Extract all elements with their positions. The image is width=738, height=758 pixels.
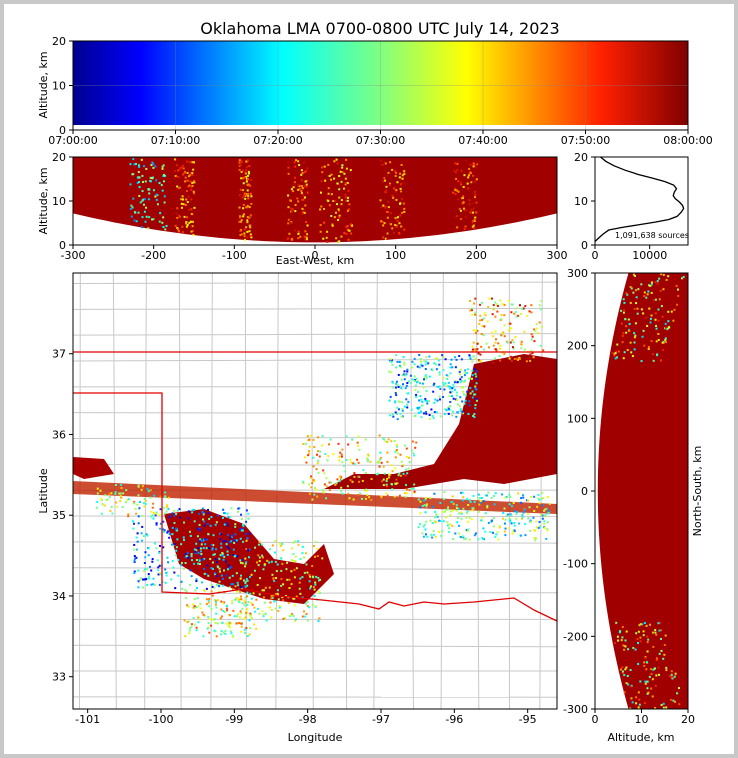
- ns-alt-tick-label: 20: [681, 713, 695, 726]
- source-profile-line: [594, 156, 685, 242]
- longitude-tick-label: -97: [372, 713, 390, 726]
- east-west-density: [73, 157, 557, 243]
- time-tick-label: 07:50:00: [561, 134, 610, 147]
- north-south-xlabel: Altitude, km: [607, 731, 674, 744]
- time-tick-label: 07:00:00: [48, 134, 97, 147]
- longitude-tick-label: -99: [225, 713, 243, 726]
- longitude-tick-label: -96: [445, 713, 463, 726]
- longitude-tick-label: -101: [75, 713, 100, 726]
- hist-alt-tick-label: 20: [574, 151, 588, 164]
- ns-alt-tick-label: 10: [635, 713, 649, 726]
- plan-view-ylabel: Latitude: [37, 468, 50, 514]
- latitude-tick-label: 37: [52, 348, 66, 361]
- count-tick-label: 10000: [632, 249, 667, 262]
- ns-tick-label: -200: [563, 630, 588, 643]
- latitude-tick-label: 36: [52, 428, 66, 441]
- ns-tick-label: -300: [563, 703, 588, 716]
- ns-tick-label: 200: [567, 340, 588, 353]
- time-tick-label: 07:20:00: [253, 134, 302, 147]
- ew-tick-label: 200: [466, 249, 487, 262]
- time-height-panel: 07:00:00 07:10:00 07:20:00 07:30:00 07:40:00…: [37, 35, 713, 147]
- time-tick-label: 07:40:00: [458, 134, 507, 147]
- altitude-tick-label: 10: [52, 80, 66, 93]
- altitude-tick-label: 20: [52, 35, 66, 48]
- ew-tick-label: -200: [141, 249, 166, 262]
- plan-view-frame: [72, 272, 558, 710]
- latitude-tick-label: 35: [52, 509, 66, 522]
- ns-tick-label: -100: [563, 558, 588, 571]
- ew-tick-label: 100: [385, 249, 406, 262]
- ew-alt-tick-label: 20: [52, 151, 66, 164]
- figure-frame: Oklahoma LMA 0700-0800 UTC July 14, 2023…: [4, 4, 734, 754]
- ns-tick-label: 300: [567, 267, 588, 280]
- latitude-tick-label: 33: [52, 671, 66, 684]
- count-tick-label: 0: [592, 249, 599, 262]
- time-height-ylabel: Altitude, km: [37, 51, 50, 118]
- ns-tick-label: 0: [581, 485, 588, 498]
- chart-title: Oklahoma LMA 0700-0800 UTC July 14, 2023: [200, 19, 559, 38]
- east-west-ylabel: Altitude, km: [37, 167, 50, 234]
- east-west-xlabel: East-West, km: [276, 254, 354, 267]
- latitude-tick-label: 34: [52, 590, 66, 603]
- ns-tick-label: 100: [567, 412, 588, 425]
- time-tick-label: 07:10:00: [151, 134, 200, 147]
- time-tick-label: 07:30:00: [356, 134, 405, 147]
- north-south-density: [597, 273, 688, 709]
- oklahoma-border: [73, 351, 557, 622]
- ew-alt-tick-label: 0: [59, 239, 66, 252]
- source-histogram-panel: 1,091,638 sources 0 10000 0 10 20: [574, 151, 689, 262]
- ew-alt-tick-label: 10: [52, 195, 66, 208]
- ew-tick-label: 0: [312, 249, 319, 262]
- altitude-tick-label: 0: [59, 124, 66, 137]
- ns-alt-tick-label: 0: [592, 713, 599, 726]
- longitude-tick-label: -98: [299, 713, 317, 726]
- north-south-panel: 0 10 20 -300 -200 -100 0 100 200 300 Altitude, km…: [563, 267, 704, 744]
- lma-figure: Oklahoma LMA 0700-0800 UTC July 14, 2023…: [37, 19, 713, 744]
- longitude-tick-label: -100: [149, 713, 174, 726]
- longitude-tick-label: -95: [519, 713, 537, 726]
- hist-alt-tick-label: 0: [581, 239, 588, 252]
- ew-tick-label: -100: [222, 249, 247, 262]
- plan-view-xlabel: Longitude: [288, 731, 343, 744]
- north-south-ylabel: North-South, km: [691, 446, 704, 537]
- ew-tick-label: -300: [61, 249, 86, 262]
- hist-alt-tick-label: 10: [574, 195, 588, 208]
- time-tick-label: 08:00:00: [663, 134, 712, 147]
- ew-tick-label: 300: [547, 249, 568, 262]
- plan-view-panel: -101 -100 -99 -98 -97 -96 -95 33 34 35 36 37 Longit…: [37, 272, 558, 744]
- east-west-panel: -300 -200 -100 0 100 200 300 0 10 20 East-West, k…: [37, 151, 568, 267]
- source-count-label: 1,091,638 sources: [615, 231, 689, 240]
